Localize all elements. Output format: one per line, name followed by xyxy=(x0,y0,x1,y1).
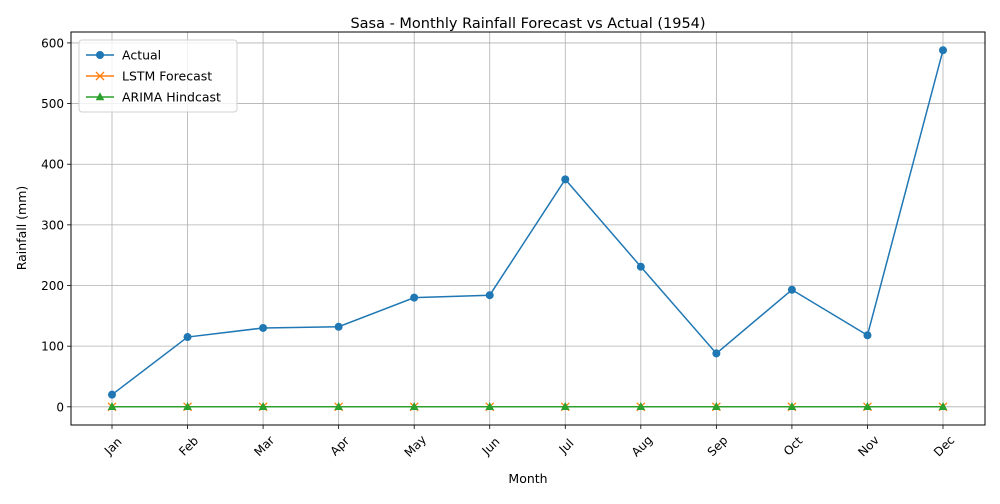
legend-box xyxy=(78,39,238,113)
data-point xyxy=(863,331,872,340)
data-point-stroke xyxy=(95,71,105,81)
data-point xyxy=(334,402,343,411)
x-axis: Jan Feb Mar Apr May Jun Jul Aug Sep Oct Nov Dec xyxy=(101,425,957,460)
data-point xyxy=(787,285,796,294)
legend-item: Actual xyxy=(86,48,161,63)
y-tick-label: 600 xyxy=(41,36,64,50)
y-axis-label: Rainfall (mm) xyxy=(14,186,29,271)
x-tick-label: Mar xyxy=(251,433,277,459)
data-point xyxy=(485,291,494,300)
series-line xyxy=(111,50,944,396)
chart-title: Sasa - Monthly Rainfall Forecast vs Actu… xyxy=(350,16,705,32)
data-point xyxy=(409,402,419,411)
y-tick-label: 0 xyxy=(56,400,64,414)
y-tick-label: 400 xyxy=(41,158,64,172)
legend: Actual LSTM Forecast ARIMA Hindcast xyxy=(78,39,238,113)
data-point xyxy=(939,46,947,55)
x-tick-label: Aug xyxy=(629,433,655,459)
x-tick-label: Jul xyxy=(556,436,577,457)
data-point xyxy=(96,51,104,59)
x-tick-label: May xyxy=(402,432,429,459)
x-tick-label: Feb xyxy=(176,434,201,459)
series-arima-hindcast xyxy=(107,402,948,411)
legend-item: ARIMA Hindcast xyxy=(86,90,221,105)
data-point xyxy=(561,175,570,184)
data-point xyxy=(183,402,192,411)
data-point xyxy=(787,402,797,411)
data-point xyxy=(258,402,268,411)
data-point xyxy=(259,323,268,332)
legend-label: LSTM Forecast xyxy=(122,69,212,84)
y-tick-label: 100 xyxy=(41,340,64,354)
x-tick-label: Sep xyxy=(705,433,731,459)
data-point xyxy=(108,390,116,399)
x-tick-label: Jun xyxy=(479,435,503,459)
y-axis: 0 100 200 300 400 500 600 xyxy=(41,36,71,414)
x-tick-label: Apr xyxy=(328,434,353,459)
data-point xyxy=(938,402,948,411)
x-tick-label: Oct xyxy=(781,434,806,459)
plot-frame xyxy=(70,31,986,426)
x-axis-label: Month xyxy=(508,471,547,486)
y-tick-label: 500 xyxy=(41,97,64,111)
x-tick-label: Dec xyxy=(931,433,957,459)
x-tick-label: Jan xyxy=(101,435,125,459)
data-point xyxy=(183,333,192,342)
data-point xyxy=(107,402,117,411)
series-actual xyxy=(108,46,947,399)
data-point xyxy=(410,293,419,302)
data-point xyxy=(712,402,721,411)
data-point xyxy=(636,402,646,411)
x-tick-label: Nov xyxy=(855,433,881,459)
data-point xyxy=(712,349,721,358)
data-point xyxy=(95,92,105,101)
y-tick-label: 300 xyxy=(41,218,64,232)
data-point xyxy=(560,402,570,411)
data-point xyxy=(485,402,495,411)
data-point xyxy=(863,402,872,411)
data-point xyxy=(95,71,105,81)
y-tick-label: 200 xyxy=(41,279,64,293)
series-group xyxy=(107,46,948,412)
legend-label: Actual xyxy=(122,48,161,63)
data-point xyxy=(636,262,645,271)
legend-label: ARIMA Hindcast xyxy=(122,90,221,105)
data-point xyxy=(334,322,343,331)
legend-item: LSTM Forecast xyxy=(86,69,212,84)
